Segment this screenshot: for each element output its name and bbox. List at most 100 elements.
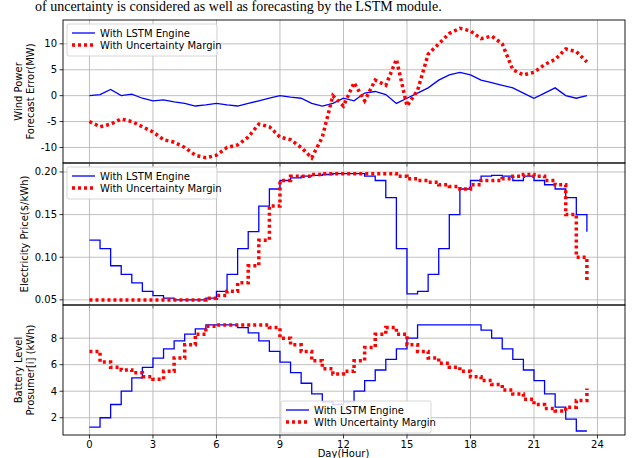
grid-line — [279, 305, 280, 435]
series-line — [89, 174, 586, 300]
tick-mark — [60, 147, 64, 148]
grid-line — [533, 20, 534, 163]
frame — [63, 305, 625, 435]
legend: With LSTM EngineWlth Uncertainty Margin — [281, 401, 436, 433]
grid-line — [597, 163, 598, 305]
grid-line — [63, 121, 625, 122]
legend-label: With LSTM Engine — [314, 405, 404, 416]
plot-area — [89, 28, 586, 158]
axis-label: Prosumer[i] (kWh) — [25, 324, 36, 415]
tick-mark — [279, 435, 280, 439]
tick-mark — [533, 435, 534, 439]
grid-line — [406, 20, 407, 163]
tick-label: 9 — [277, 439, 283, 450]
axis-label: Electricity Price($/kWh) — [19, 176, 30, 293]
tick-mark — [89, 435, 90, 439]
grid-line — [63, 257, 625, 258]
legend-swatch — [72, 43, 95, 47]
legend-label: With Uncertainty Margin — [100, 183, 222, 194]
legend-swatch — [72, 186, 95, 190]
grid-line — [63, 338, 625, 339]
grid-line — [597, 305, 598, 435]
frame — [63, 20, 625, 163]
legend-label: Wlth Uncertainty Margin — [314, 417, 436, 428]
tick-mark — [60, 391, 64, 392]
tick-mark — [60, 69, 64, 70]
legend-swatch — [72, 175, 95, 176]
axis-label: Wind Power — [13, 61, 24, 120]
grid-line — [63, 364, 625, 365]
grid-line — [597, 20, 598, 163]
caption: of uncertainty is considered as well as … — [35, 0, 442, 14]
tick-label: 21 — [528, 439, 541, 450]
tick-label: 3 — [150, 439, 156, 450]
panel: -10 -5 0 5 10 Wind PowerForecast Error(MW) Wit… — [13, 20, 625, 167]
tick-mark — [60, 95, 64, 96]
grid-line — [63, 299, 625, 300]
tick-label: 10 — [44, 38, 57, 49]
grid-line — [89, 305, 90, 435]
tick-mark — [60, 171, 64, 172]
grid-line — [63, 391, 625, 392]
legend-swatch — [72, 32, 95, 33]
plot-area — [89, 174, 586, 300]
tick-mark — [60, 257, 64, 258]
legend-swatch — [286, 420, 309, 424]
legend: With LSTM EngineWith Uncertainty Margin — [67, 24, 222, 56]
tick-label: 4 — [51, 386, 57, 397]
tick-label: 0.10 — [35, 252, 57, 263]
panel: 036912151821242468Battery LevelProsumer[… — [13, 305, 625, 458]
grid-line — [63, 147, 625, 148]
legend: With LSTM EngineWith Uncertainty Margin — [67, 167, 222, 199]
tick-label: 2 — [51, 412, 57, 423]
tick-mark — [60, 338, 64, 339]
grid-line — [63, 214, 625, 215]
series-line — [89, 325, 586, 431]
series-line — [89, 28, 586, 158]
tick-label: 24 — [591, 439, 604, 450]
tick-mark — [597, 435, 598, 439]
tick-label: 0 — [51, 90, 57, 101]
grid-line — [279, 20, 280, 163]
plot-area — [89, 325, 586, 431]
grid-line — [343, 20, 344, 163]
series-line — [89, 174, 586, 300]
tick-label: 0.15 — [35, 209, 57, 220]
figure: of uncertainty is considered as well as … — [0, 0, 640, 458]
tick-label: 5 — [51, 64, 57, 75]
tick-label: 6 — [51, 359, 57, 370]
tick-mark — [406, 435, 407, 439]
grid-line — [343, 163, 344, 305]
grid-line — [63, 69, 625, 70]
tick-label: 6 — [213, 439, 219, 450]
tick-mark — [60, 299, 64, 300]
tick-label: 0 — [86, 439, 92, 450]
frame — [63, 163, 625, 305]
legend-label: With LSTM Engine — [100, 28, 190, 39]
background — [0, 0, 640, 458]
tick-label: 18 — [464, 439, 477, 450]
tick-mark — [60, 43, 64, 44]
axis-label: Day(Hour) — [318, 448, 370, 458]
panel: 0.050.100.150.20Electricity Price($/kWh)… — [19, 163, 625, 309]
tick-mark — [470, 435, 471, 439]
axis-label: Battery Level — [13, 337, 24, 404]
tick-mark — [60, 121, 64, 122]
grid-line — [152, 305, 153, 435]
grid-line — [470, 20, 471, 163]
legend-swatch — [286, 409, 309, 410]
tick-label: 15 — [401, 439, 414, 450]
tick-mark — [60, 417, 64, 418]
tick-mark — [343, 435, 344, 439]
tick-mark — [216, 435, 217, 439]
tick-label: 0.20 — [35, 166, 57, 177]
tick-mark — [60, 364, 64, 365]
legend-label: With Uncertainty Margin — [100, 40, 222, 51]
tick-mark — [152, 435, 153, 439]
tick-label: -5 — [47, 116, 57, 127]
tick-mark — [60, 214, 64, 215]
legend-label: With LSTM Engine — [100, 171, 190, 182]
axis-label: Forecast Error(MW) — [25, 43, 36, 139]
series-line — [89, 325, 586, 411]
tick-label: -10 — [41, 142, 57, 153]
